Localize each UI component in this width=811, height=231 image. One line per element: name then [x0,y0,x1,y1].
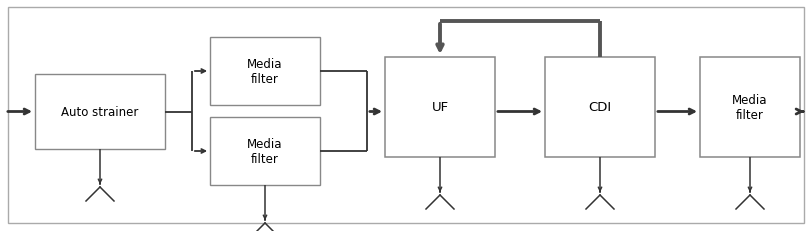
Bar [210,38,320,106]
Text: Media
filter: Media filter [247,58,282,86]
Text: UF: UF [431,101,448,114]
Bar [35,75,165,149]
Bar [384,58,495,157]
Text: Media
filter: Media filter [732,94,767,122]
Text: Media
filter: Media filter [247,137,282,165]
Bar [544,58,654,157]
Text: Auto strainer: Auto strainer [62,106,139,119]
Bar [210,118,320,185]
Text: CDI: CDI [588,101,611,114]
Bar [699,58,799,157]
